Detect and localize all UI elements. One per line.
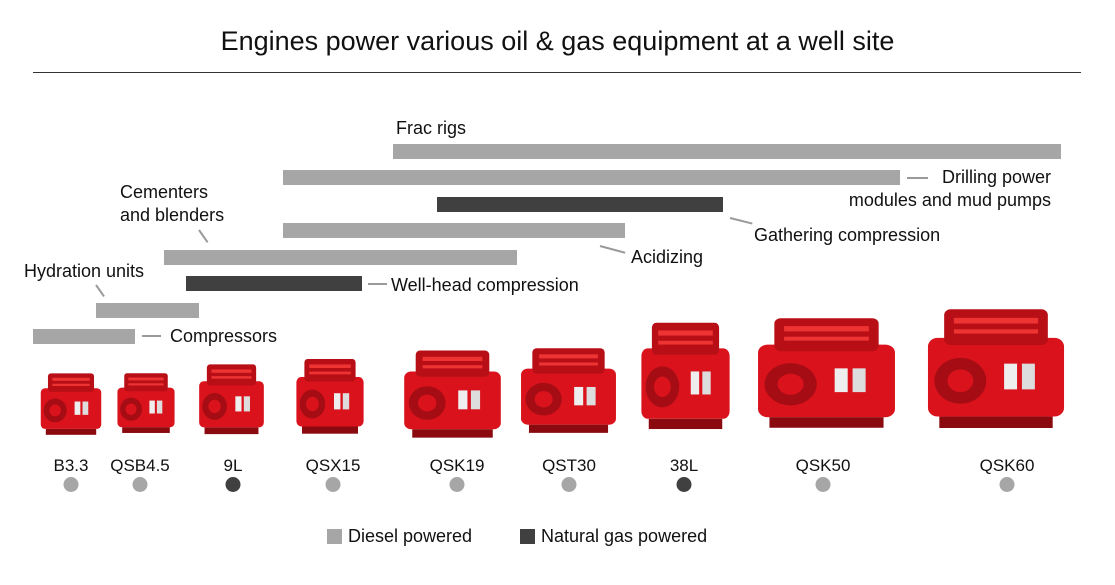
- engine-label: 38L: [669, 456, 699, 475]
- leader-line: [95, 284, 105, 298]
- legend-swatch-diesel: [327, 529, 342, 544]
- engine-image-b3-3: [40, 373, 102, 435]
- engine-label: 9L: [223, 456, 243, 475]
- label-line: Drilling power: [941, 167, 1051, 187]
- leader-line: [198, 229, 209, 243]
- label-frac-rigs: Frac rigs: [396, 118, 467, 138]
- engine-image-9l: [199, 364, 264, 435]
- leader-line: [907, 177, 928, 179]
- engine-label: QSB4.5: [110, 456, 170, 475]
- fuel-type-dot: [325, 477, 341, 492]
- leader-line: [368, 283, 387, 285]
- engine-image-qsk50: [758, 318, 895, 428]
- leader-line: [729, 217, 753, 225]
- fuel-type-dot: [999, 477, 1015, 492]
- fuel-type-dot: [132, 477, 148, 492]
- bar-drilling-power: [283, 170, 900, 185]
- label-acidizing: Acidizing: [631, 247, 704, 267]
- engine-image-qsk19: [404, 350, 501, 438]
- bar-compressors: [33, 329, 135, 344]
- bar-hydration-units: [96, 303, 199, 318]
- bar-cementers: [164, 250, 517, 265]
- label-line: and blenders: [120, 205, 225, 225]
- engine-label: QSK50: [795, 456, 851, 475]
- fuel-type-dot: [815, 477, 831, 492]
- label-drilling-power: Drilling power modules and mud pumps: [849, 166, 1051, 212]
- leader-line: [142, 335, 161, 337]
- fuel-type-dot: [449, 477, 465, 492]
- label-cementers: Cementers and blenders: [120, 181, 224, 227]
- label-well-head-compression: Well-head compression: [391, 275, 579, 295]
- legend-swatch-natural-gas: [520, 529, 535, 544]
- leader-line: [599, 245, 626, 254]
- engine-label: QSX15: [305, 456, 361, 475]
- engine-image-qst30: [521, 348, 616, 433]
- label-line: modules and mud pumps: [848, 190, 1051, 210]
- fuel-type-dot: [63, 477, 79, 492]
- engine-image-qsb4-5: [117, 373, 175, 433]
- title-divider: [33, 72, 1081, 73]
- fuel-type-dot: [676, 477, 692, 492]
- engine-image-qsx15: [296, 359, 364, 434]
- label-gathering-compression: Gathering compression: [754, 225, 941, 245]
- label-compressors: Compressors: [170, 326, 278, 346]
- bar-acidizing: [283, 223, 625, 238]
- engine-label: QSK19: [429, 456, 485, 475]
- chart-title: Engines power various oil & gas equipmen…: [220, 26, 895, 56]
- fuel-type-dot: [561, 477, 577, 492]
- engine-label: B3.3: [53, 456, 89, 475]
- legend-label-natural-gas: Natural gas powered: [541, 526, 708, 546]
- engine-image-qsk60: [927, 309, 1065, 428]
- bar-frac-rigs: [393, 144, 1061, 159]
- engine-label: QSK60: [979, 456, 1035, 475]
- fuel-type-dot: [225, 477, 241, 492]
- legend-label-diesel: Diesel powered: [348, 526, 473, 546]
- engine-image-38l: [641, 322, 730, 430]
- label-line: Cementers: [120, 182, 209, 202]
- bar-gathering-compression: [437, 197, 723, 212]
- engine-label: QST30: [542, 456, 596, 475]
- bar-well-head-compression: [186, 276, 362, 291]
- label-hydration-units: Hydration units: [24, 261, 145, 281]
